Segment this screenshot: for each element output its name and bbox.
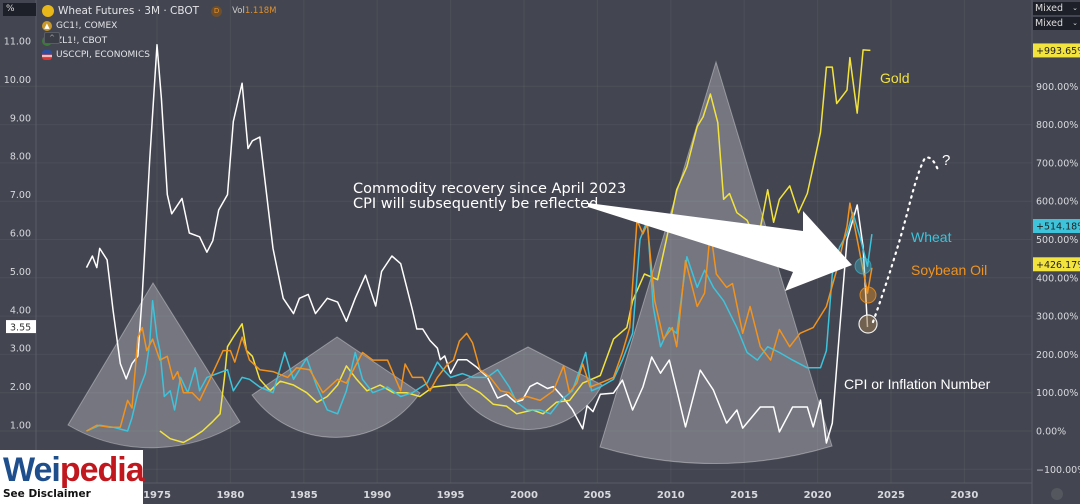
legend-main-symbol[interactable]: Wheat Futures · 3M · CBOT D Vol1.118M bbox=[42, 3, 276, 19]
price-label: +993.65% bbox=[1036, 46, 1080, 57]
chevron-up-icon[interactable]: ^ bbox=[44, 32, 60, 44]
soybean-marker-circle bbox=[859, 286, 877, 304]
projection-dotted-line bbox=[871, 156, 940, 324]
wheat-label: Wheat bbox=[911, 229, 952, 245]
x-tick-label: 1980 bbox=[216, 490, 244, 501]
legend-item-gold[interactable]: ▲ GC1!, COMEX bbox=[42, 19, 276, 34]
chevron-down-icon: ⌄ bbox=[1072, 4, 1078, 12]
logo-wordmark: Weipedia bbox=[3, 450, 145, 490]
series-line-0 bbox=[85, 44, 869, 444]
gold-bars-icon: ▲ bbox=[42, 21, 52, 32]
price-label: +514.18% bbox=[1036, 222, 1080, 233]
series-line-3 bbox=[86, 202, 873, 432]
x-tick-label: 1990 bbox=[363, 490, 391, 501]
left-axis-tick-label: 8.00 bbox=[10, 152, 31, 163]
price-label: +426.17% bbox=[1036, 260, 1080, 271]
cpi-marker-circle bbox=[858, 314, 878, 334]
question-mark-label: ? bbox=[942, 152, 951, 169]
legend-item-label: GC1!, COMEX bbox=[56, 21, 118, 32]
logo-part-1: Wei bbox=[3, 451, 61, 489]
left-axis-tick-label: 5.00 bbox=[10, 267, 31, 278]
x-tick-label: 2020 bbox=[804, 490, 832, 501]
left-axis-tick-label: 11.00 bbox=[4, 37, 31, 48]
series-line-1 bbox=[159, 49, 871, 444]
callout-text: Commodity recovery since April 2023 CPI … bbox=[353, 182, 626, 212]
disclaimer-link[interactable]: See Disclaimer bbox=[3, 488, 91, 500]
current-value-label: 3.55 bbox=[10, 323, 31, 334]
price-label-box bbox=[1033, 43, 1080, 58]
right-axis-tick-label: 200.00% bbox=[1036, 350, 1078, 361]
right-axis-tick-label: 900.00% bbox=[1036, 82, 1078, 93]
left-axis-tick-label: 4.00 bbox=[10, 305, 31, 316]
fan-shape-1970s bbox=[67, 282, 241, 449]
logo-part-2: pedia bbox=[59, 451, 145, 489]
x-tick-label: 2005 bbox=[583, 490, 611, 501]
scale-menu-2[interactable]: Mixed ⌄ bbox=[1033, 17, 1080, 30]
scale-menu-label: Mixed bbox=[1035, 3, 1064, 14]
x-tick-label: 2030 bbox=[950, 490, 978, 501]
left-axis-tick-label: 3.00 bbox=[10, 344, 31, 355]
series-line-2 bbox=[86, 211, 873, 432]
legend-item-label: USCCPI, ECONOMICS bbox=[56, 50, 150, 61]
legend-item-label: ZL1!, CBOT bbox=[56, 35, 108, 46]
chevron-down-icon: ⌄ bbox=[1072, 19, 1078, 27]
scale-menu-1[interactable]: Mixed ⌄ bbox=[1033, 2, 1080, 15]
left-axis-tick-label: 7.00 bbox=[10, 190, 31, 201]
fan-shape-2010s bbox=[599, 60, 833, 465]
right-axis-tick-label: 800.00% bbox=[1036, 120, 1078, 131]
wheat-marker-circle bbox=[854, 257, 872, 275]
x-tick-label: 2000 bbox=[510, 490, 538, 501]
legend-item-cpi[interactable]: USCCPI, ECONOMICS bbox=[42, 48, 276, 63]
x-tick-label: 2025 bbox=[877, 490, 905, 501]
soybean-oil-label: Soybean Oil bbox=[911, 262, 988, 278]
weipedia-logo[interactable]: Weipedia See Disclaimer bbox=[0, 450, 145, 504]
cpi-label: CPI or Inflation Number bbox=[844, 376, 991, 392]
left-axis-tick-label: 10.00 bbox=[4, 75, 31, 86]
wheat-coin-icon bbox=[42, 5, 54, 17]
right-axis-tick-label: 0.00% bbox=[1036, 427, 1066, 438]
right-axis-tick-label: 100.00% bbox=[1036, 388, 1078, 399]
callout-line-2: CPI will subsequently be reflected bbox=[353, 196, 599, 212]
series-layer bbox=[85, 44, 873, 444]
x-tick-label: 2015 bbox=[730, 490, 758, 501]
price-label-box bbox=[1033, 257, 1080, 272]
right-axis-tick-label: 400.00% bbox=[1036, 273, 1078, 284]
gold-label: Gold bbox=[880, 70, 910, 86]
left-axis-tick-label: 6.00 bbox=[10, 229, 31, 240]
left-axis-tick-label: 9.00 bbox=[10, 113, 31, 124]
current-value-box bbox=[6, 320, 36, 334]
callout-arrow bbox=[588, 203, 852, 291]
legend-item-soybean-oil[interactable]: ● ZL1!, CBOT bbox=[42, 34, 276, 49]
right-axis-tick-label: 600.00% bbox=[1036, 197, 1078, 208]
auto-scale-icon[interactable] bbox=[1051, 488, 1063, 500]
main-symbol-title: Wheat Futures · 3M · CBOT bbox=[58, 5, 200, 17]
x-tick-label: 2010 bbox=[657, 490, 685, 501]
x-tick-label: 1975 bbox=[143, 490, 171, 501]
price-label-box bbox=[1033, 219, 1080, 233]
left-axis-tick-label: 2.00 bbox=[10, 382, 31, 393]
scale-mode-button[interactable]: % bbox=[3, 3, 36, 16]
interval-badge: D bbox=[211, 5, 223, 17]
left-axis-tick-label: 1.00 bbox=[10, 421, 31, 432]
us-flag-icon bbox=[42, 50, 52, 61]
right-axis-tick-label: 700.00% bbox=[1036, 158, 1078, 169]
scale-menu-label: Mixed bbox=[1035, 18, 1064, 29]
right-axis-tick-label: −100.00% bbox=[1036, 465, 1080, 476]
x-tick-label: 1995 bbox=[437, 490, 465, 501]
volume-label: Vol bbox=[232, 6, 245, 16]
x-tick-label: 1985 bbox=[290, 490, 318, 501]
right-axis-tick-label: 500.00% bbox=[1036, 235, 1078, 246]
right-axis-tick-label: 300.00% bbox=[1036, 312, 1078, 323]
volume-readout: Vol1.118M bbox=[232, 6, 276, 16]
volume-value: 1.118M bbox=[244, 6, 277, 16]
callout-line-1: Commodity recovery since April 2023 bbox=[353, 181, 627, 197]
legend: Wheat Futures · 3M · CBOT D Vol1.118M ▲ … bbox=[42, 3, 276, 63]
